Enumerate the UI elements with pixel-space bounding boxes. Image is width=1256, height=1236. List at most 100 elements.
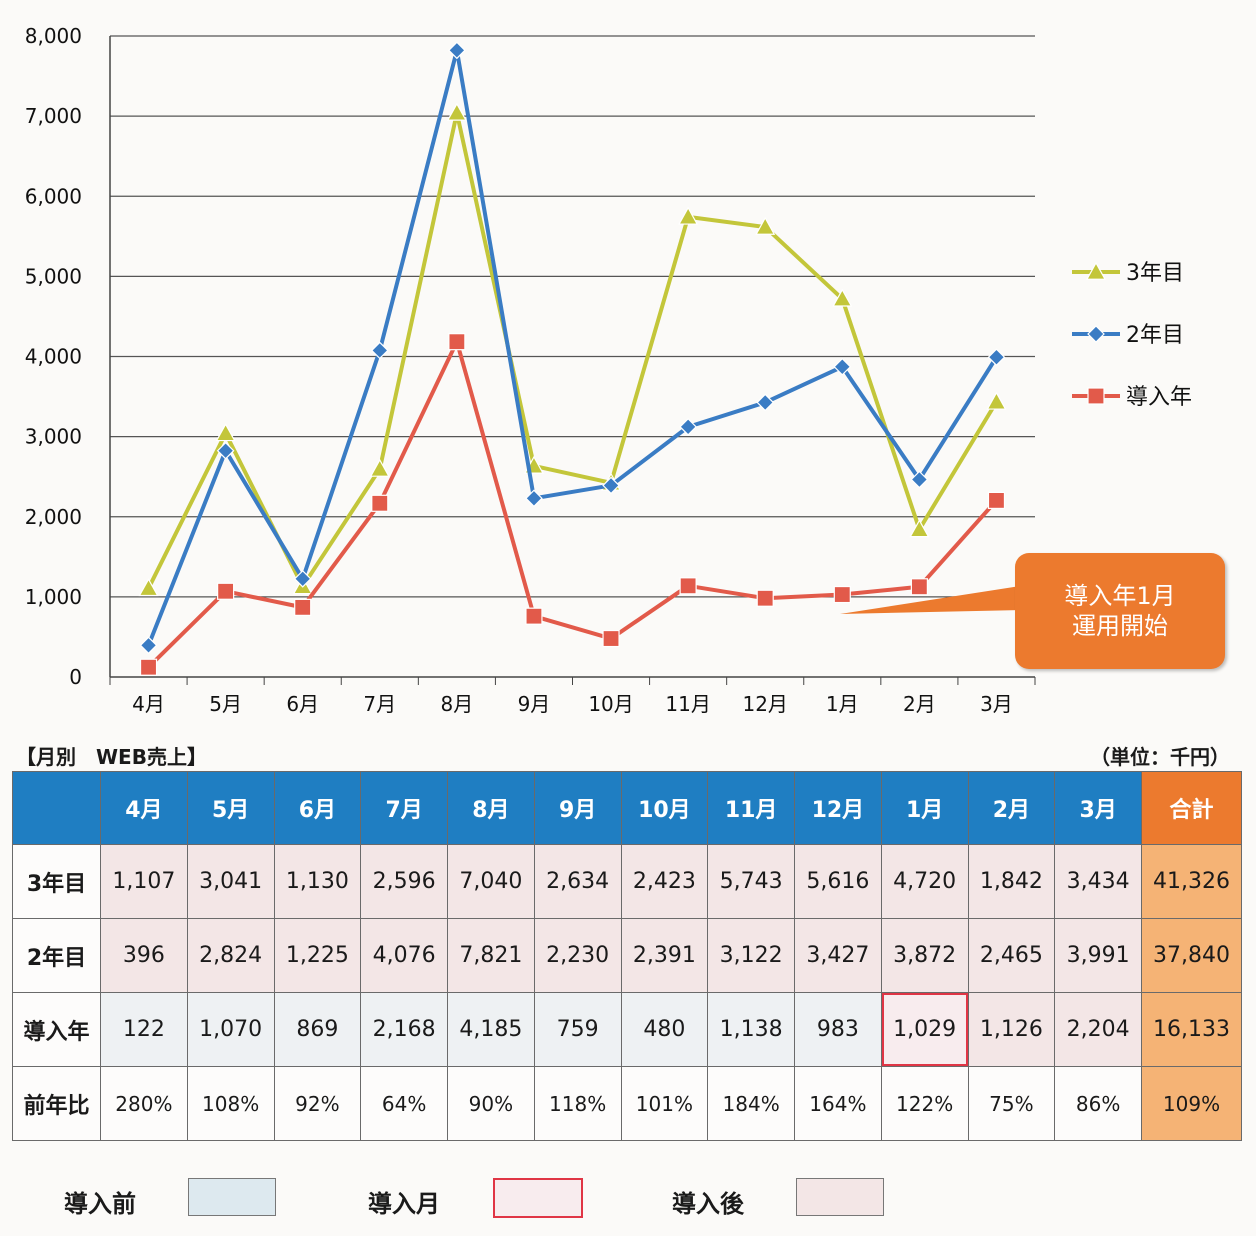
header-cell: 4月 [100, 771, 188, 845]
legend-before-swatch [188, 1178, 276, 1216]
table-cell: 3,991 [1054, 918, 1142, 993]
legend-label: 2年目 [1126, 323, 1184, 348]
callout-line-1: 導入年1月 [1064, 582, 1176, 610]
table-unit: （単位：千円） [1090, 745, 1230, 769]
data-point-marker [448, 333, 466, 351]
table-cell: 122 [100, 992, 188, 1067]
data-point-marker [370, 341, 389, 360]
data-point-marker [139, 636, 158, 655]
total-cell: 109% [1141, 1066, 1242, 1141]
data-point-marker [371, 494, 389, 512]
table-cell: 7,821 [447, 918, 535, 993]
table-cell: 2,168 [360, 992, 448, 1067]
data-point-marker [986, 391, 1007, 410]
table-cell: 5,616 [794, 844, 882, 919]
data-point-marker [216, 441, 235, 460]
table-cell: 983 [794, 992, 882, 1067]
table-title: 【月別 WEB売上】 [16, 745, 207, 769]
table-cell: 1,029 [880, 992, 969, 1067]
table-cell: 4,076 [360, 918, 448, 993]
y-tick-label: 4,000 [25, 345, 82, 369]
data-point-marker [987, 491, 1006, 510]
header-cell: 8月 [447, 771, 535, 845]
table-row: 前年比 280% 108% 92% 64% 90% 118% 101% 184% 164% 122%… [12, 1066, 1242, 1141]
table-cell: 1,225 [273, 918, 362, 993]
data-point-marker [910, 470, 929, 489]
data-point-marker [215, 423, 236, 442]
header-total: 合計 [1141, 771, 1242, 845]
header-cell: 12月 [794, 771, 882, 845]
data-point-marker [910, 578, 928, 596]
table-cell: 3,872 [880, 918, 969, 993]
data-point-marker [139, 658, 158, 676]
x-tick-label: 4月 [132, 692, 165, 716]
total-cell: 16,133 [1141, 992, 1242, 1067]
color-legend: 導入前 導入月 導入後 [0, 1170, 1256, 1220]
table-cell: 1,107 [100, 844, 188, 919]
table-cell: 184% [707, 1066, 795, 1141]
table-cell: 280% [100, 1066, 188, 1141]
row-label: 2年目 [12, 918, 101, 993]
callout-box: 導入年1月 運用開始 [1015, 553, 1225, 669]
y-tick-label: 1,000 [25, 585, 82, 609]
table-cell: 7,040 [447, 844, 535, 919]
x-tick-label: 5月 [209, 692, 242, 716]
y-tick-label: 6,000 [25, 184, 82, 208]
legend-label: 3年目 [1126, 261, 1184, 286]
table-cell: 3,041 [186, 844, 275, 919]
header-cell: 1月 [880, 771, 969, 845]
data-point-marker [832, 288, 853, 307]
table-cell: 759 [533, 992, 622, 1067]
table-cell: 122% [880, 1066, 969, 1141]
data-point-marker [679, 418, 697, 436]
x-tick-label: 12月 [742, 692, 787, 716]
series-line [146, 48, 999, 647]
table-cell: 5,743 [707, 844, 795, 919]
x-tick-label: 9月 [518, 692, 551, 716]
data-point-marker [909, 519, 930, 538]
table-cell: 2,634 [533, 844, 622, 919]
header-corner [12, 771, 101, 845]
data-point-marker [446, 102, 467, 121]
header-cell: 5月 [186, 771, 275, 845]
legend-label: 導入年 [1126, 385, 1192, 410]
data-point-marker [1087, 325, 1105, 343]
table-cell: 2,465 [967, 918, 1056, 993]
data-point-marker [678, 206, 699, 225]
data-point-marker [448, 41, 466, 60]
table-cell: 118% [533, 1066, 622, 1141]
data-point-marker [369, 458, 390, 477]
x-tick-label: 8月 [441, 692, 474, 716]
y-tick-label: 3,000 [25, 425, 82, 449]
legend-before-label: 導入前 [64, 1190, 136, 1218]
y-tick-label: 8,000 [25, 24, 82, 48]
data-point-marker [679, 577, 697, 595]
table-cell: 480 [620, 992, 709, 1067]
data-point-marker [525, 607, 543, 625]
table-cell: 86% [1054, 1066, 1142, 1141]
legend-month-label: 導入月 [368, 1190, 440, 1218]
table-row: 2年目 396 2,824 1,225 4,076 7,821 2,230 2,391 3,12… [12, 918, 1242, 993]
table-cell: 3,122 [707, 918, 795, 993]
total-cell: 41,326 [1141, 844, 1242, 919]
table-cell: 75% [967, 1066, 1056, 1141]
data-point-marker [294, 598, 312, 616]
total-cell: 37,840 [1141, 918, 1242, 993]
table-cell: 869 [273, 992, 362, 1067]
table-cell: 2,391 [620, 918, 709, 993]
callout-tail [840, 586, 1020, 614]
table-cell: 3,434 [1054, 844, 1142, 919]
series-1 [139, 41, 1006, 655]
table-cell: 90% [447, 1066, 535, 1141]
data-point-marker [602, 629, 620, 648]
chart-series [138, 41, 1007, 676]
x-tick-label: 3月 [980, 692, 1013, 716]
header-cell: 9月 [533, 771, 622, 845]
header-cell: 7月 [360, 771, 448, 845]
table-cell: 2,824 [186, 918, 275, 993]
data-point-marker [833, 357, 852, 376]
data-point-marker [293, 569, 312, 588]
table-cell: 1,138 [707, 992, 795, 1067]
row-label: 導入年 [12, 992, 101, 1067]
table-cell: 4,720 [880, 844, 969, 919]
